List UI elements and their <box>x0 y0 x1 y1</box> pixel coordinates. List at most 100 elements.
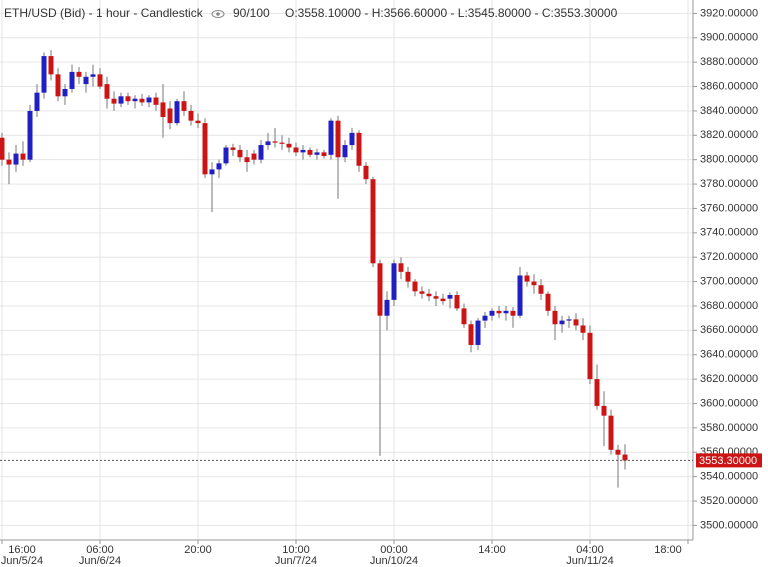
candle-body <box>419 291 425 294</box>
chart-title: ETH/USD (Bid) - 1 hour - Candlestick <box>4 6 204 20</box>
candle-body <box>370 179 376 264</box>
y-tick-label: 3680.00000 <box>700 300 758 312</box>
candle-body <box>587 332 593 380</box>
candle-body <box>188 110 194 121</box>
candle-body <box>524 275 530 282</box>
candle-body <box>174 101 180 124</box>
candle-body <box>538 285 544 294</box>
candle-body <box>76 71 82 77</box>
candle-body <box>391 263 397 300</box>
candle-body <box>160 102 166 118</box>
y-tick-label: 3540.00000 <box>700 471 758 483</box>
candle-body <box>125 96 131 102</box>
candle-body <box>594 379 600 406</box>
last-price-box <box>696 453 762 468</box>
candle-body <box>202 123 208 175</box>
candle-body <box>104 84 110 99</box>
candle-body <box>62 88 68 97</box>
last-price-label: 3553.30000 <box>699 455 757 467</box>
y-tick-label: 3880.00000 <box>700 56 758 68</box>
y-tick-label: 3840.00000 <box>700 105 758 117</box>
candle-body <box>251 153 257 160</box>
candle-body <box>447 294 453 299</box>
candle-body <box>608 415 614 450</box>
candle-body <box>300 149 306 153</box>
candle-body <box>97 74 103 87</box>
candle-body <box>468 324 474 345</box>
candle-body <box>405 271 411 282</box>
candle-body <box>55 74 61 97</box>
y-tick-label: 3740.00000 <box>700 227 758 239</box>
candle-body <box>195 120 201 124</box>
candle-body <box>475 320 481 345</box>
candle-body <box>454 294 460 309</box>
candle-body <box>293 147 299 153</box>
candle-body <box>601 405 607 416</box>
candle-body <box>622 454 628 461</box>
candle-body <box>384 299 390 316</box>
candle-body <box>398 263 404 272</box>
x-tick-label: 04:00 <box>576 544 604 556</box>
x-date-label: Jun/11/24 <box>566 555 614 567</box>
candle-body <box>531 281 537 286</box>
candle-body <box>181 101 187 111</box>
candle-body <box>552 310 558 325</box>
y-tick-label: 3620.00000 <box>700 373 758 385</box>
y-tick-label: 3520.00000 <box>700 495 758 507</box>
candle-body <box>356 132 362 166</box>
candle-body <box>440 298 446 302</box>
x-tick-label: 06:00 <box>86 544 114 556</box>
candle-body <box>258 145 264 160</box>
candle-body <box>20 153 26 160</box>
candle-body <box>321 152 327 157</box>
candle-body <box>13 153 19 165</box>
candle-body <box>482 315 488 321</box>
candle-body <box>377 263 383 316</box>
candle-body <box>342 145 348 158</box>
y-tick-label: 3800.00000 <box>700 154 758 166</box>
candle-body <box>363 165 369 180</box>
x-date-label: Jun/6/24 <box>79 555 121 567</box>
candle-body <box>286 143 292 148</box>
candle-body <box>48 56 54 75</box>
y-tick-label: 3640.00000 <box>700 349 758 361</box>
candle-body <box>545 293 551 311</box>
y-tick-label: 3760.00000 <box>700 202 758 214</box>
y-tick-label: 3780.00000 <box>700 178 758 190</box>
candle-body <box>132 98 138 102</box>
y-tick-label: 3660.00000 <box>700 324 758 336</box>
candle-body <box>510 310 516 316</box>
candle-body <box>328 120 334 155</box>
candle-body <box>237 149 243 158</box>
candle-body <box>27 110 33 160</box>
candle-body <box>0 137 5 160</box>
candle-body <box>615 449 621 455</box>
x-tick-label: 10:00 <box>282 544 310 556</box>
candle-body <box>223 147 229 164</box>
candle-body <box>426 293 432 297</box>
candle-body <box>34 92 40 111</box>
candle-body <box>503 310 509 314</box>
y-tick-label: 3500.00000 <box>700 519 758 531</box>
candle-body <box>90 74 96 77</box>
candle-body <box>146 97 152 103</box>
candle-body <box>517 275 523 316</box>
candle-body <box>573 319 579 326</box>
y-tick-label: 3600.00000 <box>700 397 758 409</box>
candle-body <box>272 141 278 143</box>
candle-body <box>139 98 145 103</box>
candle-body <box>83 76 89 85</box>
candle-body <box>230 147 236 150</box>
x-tick-label: 16:00 <box>8 544 36 556</box>
y-tick-label: 3920.00000 <box>700 7 758 19</box>
x-tick-label: 18:00 <box>654 544 682 556</box>
y-tick-label: 3860.00000 <box>700 80 758 92</box>
eye-icon[interactable] <box>211 10 225 18</box>
candle-body <box>580 325 586 333</box>
candle-body <box>412 281 418 292</box>
candle-body <box>69 71 75 89</box>
candle-body <box>244 157 250 163</box>
x-date-label: Jun/7/24 <box>275 555 317 567</box>
